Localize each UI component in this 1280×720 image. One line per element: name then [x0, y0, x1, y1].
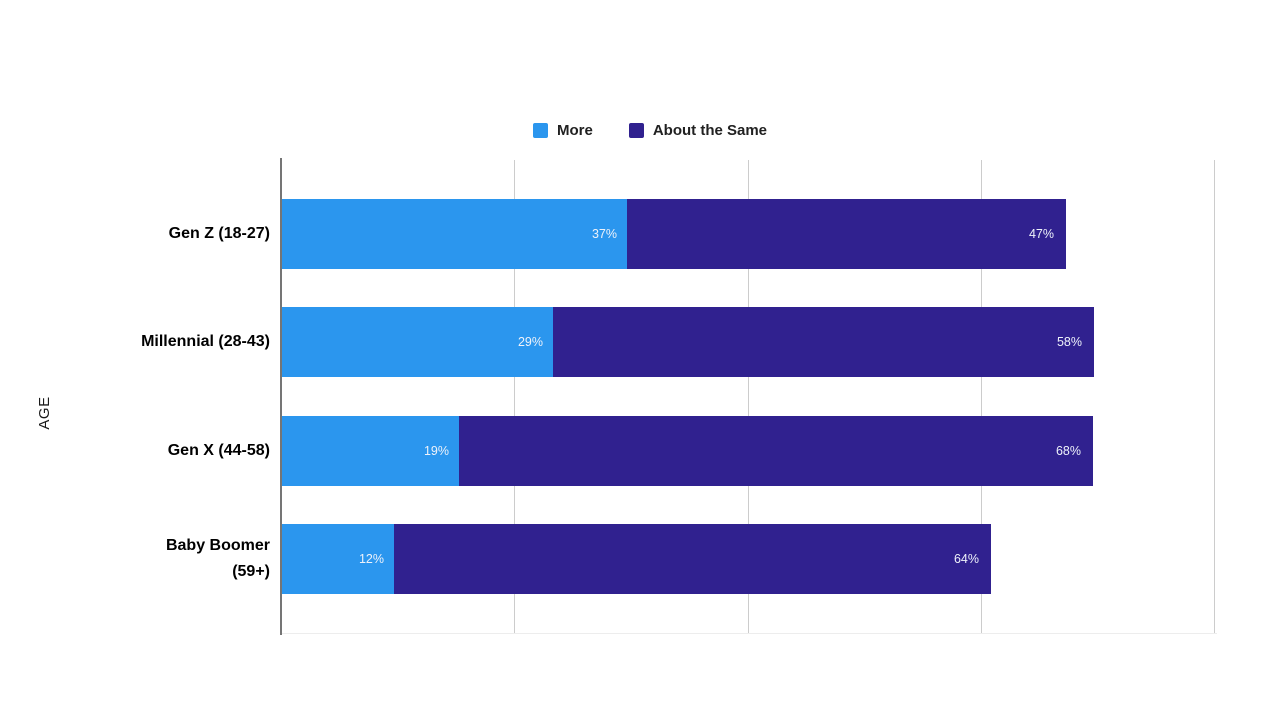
plot-area: 37% 47% 29% 58% 19% 68% 12% 64% — [280, 158, 1217, 635]
legend-swatch-icon — [533, 123, 548, 138]
bar-value-label: 58% — [1056, 335, 1082, 349]
bar-segment-about-the-same: 47% — [627, 199, 1066, 269]
bar-segment-about-the-same: 64% — [394, 524, 991, 594]
bar-row: 37% 47% — [282, 199, 1066, 269]
gridline — [748, 160, 749, 633]
bar-row: 29% 58% — [282, 307, 1094, 377]
category-label: Gen X (44-58) — [167, 442, 270, 459]
category-label: Gen Z (18-27) — [168, 225, 270, 242]
category-label: Millennial (28-43) — [141, 333, 270, 350]
bar-value-label: 29% — [517, 335, 543, 349]
bar-segment-more: 19% — [282, 416, 459, 486]
bar-value-label: 64% — [953, 552, 979, 566]
gridline — [1214, 160, 1215, 633]
bar-value-label: 37% — [591, 227, 617, 241]
gridline — [981, 160, 982, 633]
category-label: Baby Boomer (59+) — [165, 537, 270, 580]
bar-segment-more: 37% — [282, 199, 627, 269]
legend-item-about-the-same: About the Same — [628, 122, 768, 139]
bar-value-label: 68% — [1055, 444, 1081, 458]
legend-label: More — [557, 122, 593, 139]
legend-swatch-icon — [628, 123, 644, 138]
y-axis-line — [280, 158, 282, 635]
bar-value-label: 19% — [423, 444, 449, 458]
legend: More About the Same — [533, 122, 767, 139]
legend-label: About the Same — [652, 122, 768, 139]
bar-segment-about-the-same: 68% — [459, 416, 1093, 486]
bar-row: 12% 64% — [282, 524, 991, 594]
bar-segment-about-the-same: 58% — [553, 307, 1094, 377]
bar-segment-more: 12% — [282, 524, 394, 594]
gridline — [514, 160, 515, 633]
bar-segment-more: 29% — [282, 307, 553, 377]
bar-value-label: 12% — [358, 552, 384, 566]
bar-row: 19% 68% — [282, 416, 1093, 486]
bar-value-label: 47% — [1028, 227, 1054, 241]
legend-item-more: More — [533, 122, 593, 139]
